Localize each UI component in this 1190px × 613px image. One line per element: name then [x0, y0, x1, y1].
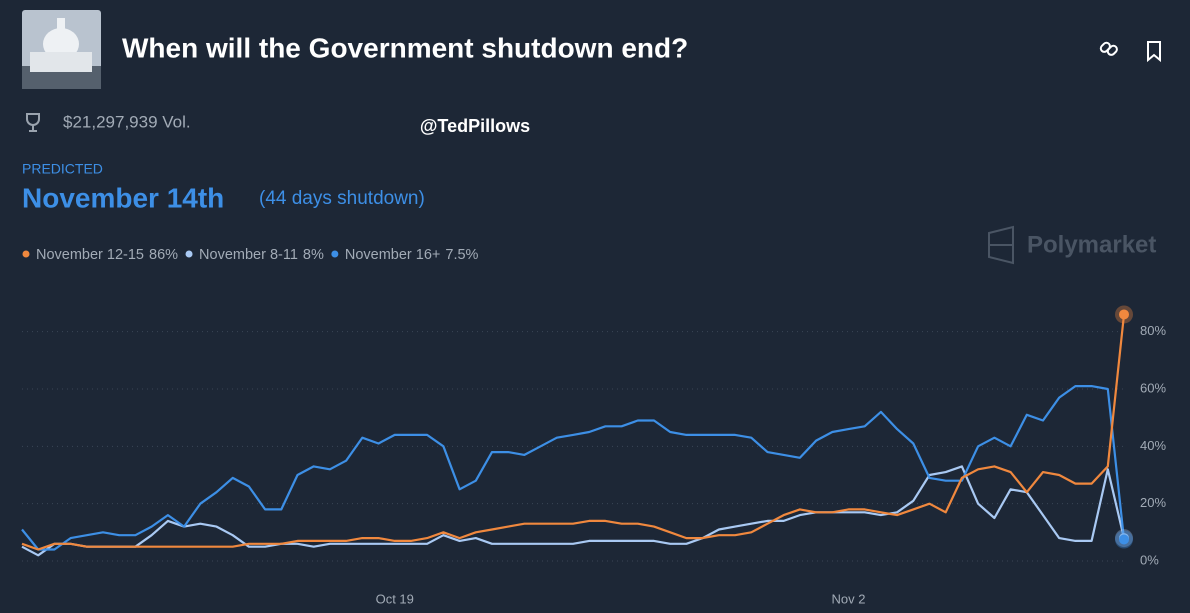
- market-image: [22, 10, 101, 89]
- series-line: [21, 465, 1126, 557]
- y-tick-label: 20%: [1140, 495, 1166, 510]
- legend: November 12-15 86% November 8-11 8% November…: [22, 247, 479, 263]
- legend-value: 86%: [149, 247, 178, 263]
- brand-logo: [988, 225, 1014, 265]
- y-tick-label: 0%: [1140, 552, 1159, 567]
- x-tick-label: Oct 19: [376, 591, 414, 606]
- link-icon[interactable]: [1099, 41, 1118, 56]
- legend-swatch: [331, 250, 339, 258]
- end-point: [1119, 309, 1129, 320]
- y-tick-label: 60%: [1140, 380, 1166, 395]
- legend-name: November 16+: [345, 247, 441, 263]
- brand: Polymarket: [1027, 231, 1156, 258]
- watermark: @TedPillows: [420, 116, 530, 136]
- legend-value: 7.5%: [445, 247, 478, 263]
- bookmark-icon[interactable]: [1147, 41, 1161, 63]
- legend-entry: November 16+ 7.5%: [345, 247, 479, 263]
- legend-value: 8%: [303, 247, 324, 263]
- end-point: [1119, 534, 1129, 545]
- predicted-note: (44 days shutdown): [259, 188, 425, 209]
- y-tick-label: 80%: [1140, 323, 1166, 338]
- y-tick-label: 40%: [1140, 438, 1166, 453]
- legend-name: November 12-15: [36, 247, 144, 263]
- series-line: [21, 385, 1126, 551]
- predicted-label: PREDICTED: [22, 161, 103, 177]
- x-tick-label: Nov 2: [832, 591, 866, 606]
- legend-entry: November 12-15 86%: [36, 247, 178, 263]
- legend-entry: November 8-11 8%: [199, 247, 324, 263]
- trophy-icon: [26, 113, 40, 132]
- volume: $21,297,939 Vol.: [63, 112, 191, 131]
- legend-swatch: [22, 250, 30, 258]
- legend-name: November 8-11: [199, 247, 298, 263]
- title: When will the Government shutdown end?: [122, 32, 688, 63]
- series-line: [21, 314, 1126, 551]
- legend-swatch: [185, 250, 193, 258]
- predicted-value: November 14th: [22, 182, 224, 213]
